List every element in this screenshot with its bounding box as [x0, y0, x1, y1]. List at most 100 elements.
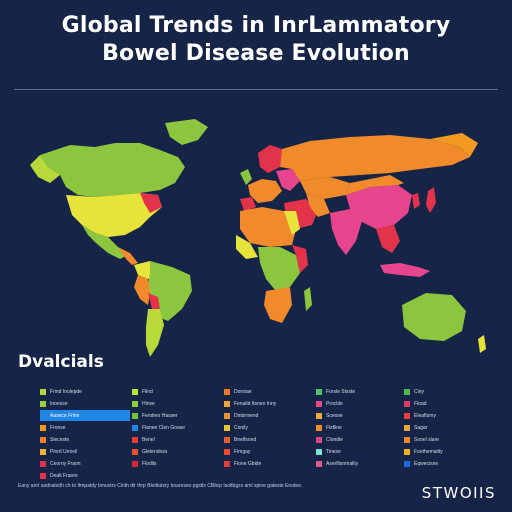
region-uk[interactable]	[240, 169, 252, 185]
legend-item[interactable]: Tinese	[316, 446, 406, 457]
legend-swatch	[316, 448, 322, 455]
region-korea[interactable]	[412, 193, 420, 209]
region-iberia[interactable]	[240, 197, 256, 211]
world-map[interactable]	[0, 95, 512, 385]
legend-item[interactable]: Fronse	[40, 422, 130, 433]
legend-item[interactable]: Dorstae	[224, 386, 314, 397]
region-india[interactable]	[330, 209, 362, 255]
legend-label: Ceorny Fraon	[50, 460, 81, 467]
region-greenland[interactable]	[165, 119, 208, 145]
region-alaska[interactable]	[30, 155, 60, 183]
legend-item[interactable]: Flanee Clen Goase	[132, 422, 222, 433]
region-bolivia[interactable]	[148, 293, 160, 309]
legend-swatch	[224, 412, 230, 419]
region-japan[interactable]	[426, 187, 436, 213]
legend-item[interactable]: Fendres Hasser	[132, 410, 222, 421]
legend-item[interactable]: Inoesse	[40, 398, 130, 409]
legend-item[interactable]: Sceose	[316, 410, 406, 421]
region-usa-east[interactable]	[140, 193, 162, 213]
legend-item[interactable]: Fimgay	[224, 446, 314, 457]
region-usa[interactable]	[66, 193, 162, 237]
legend-item[interactable]: Pinrd Unneil	[40, 446, 130, 457]
region-central-america[interactable]	[118, 247, 138, 265]
region-east-africa[interactable]	[292, 245, 308, 273]
legend-swatch	[404, 412, 410, 419]
legend-label: Forsle Stsste	[326, 388, 356, 395]
region-scandinavia[interactable]	[258, 145, 282, 173]
legend-swatch	[224, 436, 230, 443]
legend-swatch	[224, 424, 230, 431]
legend-label: Eleaftsmy	[414, 412, 436, 419]
legend-item[interactable]: Sleceste	[40, 434, 130, 445]
region-mexico[interactable]	[82, 225, 128, 259]
legend-swatch	[40, 400, 46, 407]
legend-swatch	[40, 460, 46, 467]
region-madagascar[interactable]	[304, 287, 312, 311]
legend-swatch	[40, 448, 46, 455]
region-mongolia[interactable]	[346, 175, 404, 195]
legend-item[interactable]: Ceorny Fraon	[40, 458, 130, 469]
legend-label: Sooel slare	[414, 436, 440, 443]
legend-item[interactable]: Flsfline	[316, 422, 406, 433]
legend-label: Gletendoss	[142, 448, 168, 455]
legend-item[interactable]: Frind Inolepde	[40, 386, 130, 397]
legend-item[interactable]: Sagar	[404, 422, 494, 433]
region-peru[interactable]	[134, 275, 150, 305]
legend-item[interactable]: Eqwecisne	[404, 458, 494, 469]
region-north-africa[interactable]	[240, 207, 296, 247]
legend-item[interactable]: Eleaftsmy	[404, 410, 494, 421]
region-argentina[interactable]	[146, 309, 164, 357]
legend-swatch	[40, 436, 46, 443]
legend-label: Frind Inolepde	[50, 388, 82, 395]
region-central-africa[interactable]	[258, 247, 300, 291]
legend-item[interactable]: Conily	[224, 422, 314, 433]
region-egypt[interactable]	[284, 211, 300, 235]
legend-item[interactable]: Proclde	[316, 398, 406, 409]
region-siberia-east[interactable]	[430, 133, 478, 157]
legend-item[interactable]: Bnelfsond	[224, 434, 314, 445]
region-south-africa[interactable]	[264, 287, 292, 323]
legend-swatch	[316, 412, 322, 419]
region-kazakhstan[interactable]	[300, 177, 350, 199]
legend-label: Bnelfsond	[234, 436, 257, 443]
region-russia[interactable]	[280, 135, 470, 181]
legend-item[interactable]: Flind	[132, 386, 222, 397]
legend-label: Fenalid Itsneo Inny	[234, 400, 277, 407]
region-australia[interactable]	[402, 293, 466, 341]
footer-note: Eany anrt asdnatsdh ch to Itmpatdy bmuvt…	[18, 483, 303, 489]
region-southeast-asia[interactable]	[376, 225, 400, 253]
legend-item[interactable]: Aserflisnmality	[316, 458, 406, 469]
legend-item[interactable]: Dealt Fraore	[40, 470, 130, 481]
legend-item[interactable]: Flone Gbide	[224, 458, 314, 469]
region-indonesia[interactable]	[380, 263, 430, 277]
legend-item[interactable]: Fenalid Itsneo Inny	[224, 398, 314, 409]
legend-label: Proclde	[326, 400, 343, 407]
legend-item[interactable]: Forsle Stsste	[316, 386, 406, 397]
region-canada[interactable]	[40, 143, 185, 197]
legend-label: Aasece Frinn	[50, 412, 80, 419]
region-east-europe[interactable]	[276, 169, 300, 191]
legend-item[interactable]: Aasece Frinn	[40, 410, 130, 421]
region-iran[interactable]	[306, 193, 330, 217]
legend-item[interactable]: Fload	[404, 398, 494, 409]
legend-item[interactable]: Gletendoss	[132, 446, 222, 457]
legend-item[interactable]: Ciey	[404, 386, 494, 397]
legend-label: Dinbrmend	[234, 412, 259, 419]
region-new-zealand[interactable]	[478, 335, 486, 353]
legend-swatch	[404, 448, 410, 455]
region-west-africa[interactable]	[236, 235, 258, 259]
legend-item[interactable]: Flodils	[132, 458, 222, 469]
legend-item[interactable]: Dinbrmend	[224, 410, 314, 421]
legend-item[interactable]: Foethemality	[404, 446, 494, 457]
legend-swatch	[132, 400, 138, 407]
region-china[interactable]	[346, 185, 412, 229]
legend-item[interactable]: Sooel slare	[404, 434, 494, 445]
legend-label: Tinese	[326, 448, 341, 455]
legend-item[interactable]: Benel	[132, 434, 222, 445]
legend-item[interactable]: Clondie	[316, 434, 406, 445]
legend-item[interactable]: Hinse	[132, 398, 222, 409]
legend-label: Eqwecisne	[414, 460, 439, 467]
legend-swatch	[224, 460, 230, 467]
legend-swatch	[316, 424, 322, 431]
region-west-europe[interactable]	[248, 179, 282, 203]
